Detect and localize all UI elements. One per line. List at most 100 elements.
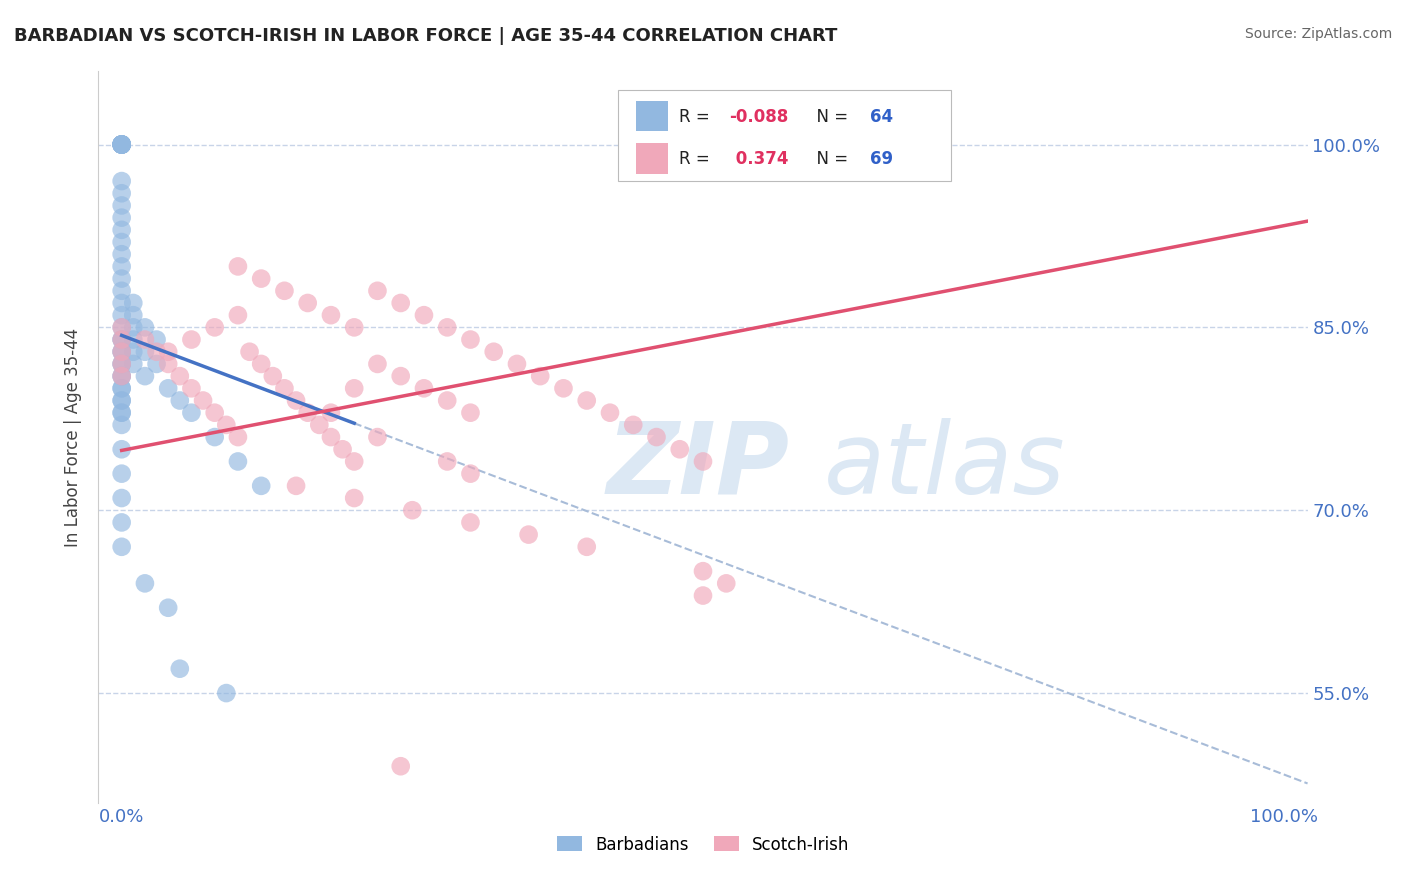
- Point: [111, 393, 134, 408]
- Point: [134, 320, 156, 334]
- Point: [413, 308, 436, 322]
- Point: [692, 589, 714, 603]
- Point: [145, 344, 167, 359]
- Point: [204, 406, 226, 420]
- Point: [226, 260, 249, 274]
- Point: [169, 662, 191, 676]
- Point: [157, 600, 180, 615]
- Point: [111, 308, 134, 322]
- Point: [332, 442, 354, 457]
- Point: [111, 137, 134, 152]
- Point: [180, 333, 202, 347]
- Text: -0.088: -0.088: [730, 108, 789, 126]
- Point: [389, 296, 412, 310]
- Point: [122, 357, 145, 371]
- Text: 0.374: 0.374: [730, 150, 789, 168]
- Point: [413, 381, 436, 395]
- Point: [180, 406, 202, 420]
- Point: [343, 491, 366, 505]
- Point: [506, 357, 529, 371]
- Point: [169, 393, 191, 408]
- Point: [145, 357, 167, 371]
- Point: [134, 333, 156, 347]
- Point: [111, 223, 134, 237]
- Point: [111, 137, 134, 152]
- Text: BARBADIAN VS SCOTCH-IRISH IN LABOR FORCE | AGE 35-44 CORRELATION CHART: BARBADIAN VS SCOTCH-IRISH IN LABOR FORCE…: [14, 27, 838, 45]
- Point: [215, 686, 238, 700]
- Point: [226, 430, 249, 444]
- Legend: Barbadians, Scotch-Irish: Barbadians, Scotch-Irish: [550, 829, 856, 860]
- Point: [366, 430, 388, 444]
- Point: [460, 406, 482, 420]
- Point: [285, 393, 308, 408]
- Text: 64: 64: [870, 108, 893, 126]
- Point: [239, 344, 262, 359]
- Point: [111, 369, 134, 384]
- Point: [262, 369, 284, 384]
- Point: [111, 137, 134, 152]
- Point: [529, 369, 551, 384]
- Point: [111, 381, 134, 395]
- Point: [111, 211, 134, 225]
- Point: [180, 381, 202, 395]
- Point: [111, 393, 134, 408]
- Point: [575, 393, 598, 408]
- Point: [134, 344, 156, 359]
- Text: atlas: atlas: [824, 417, 1066, 515]
- Point: [215, 417, 238, 432]
- Point: [319, 308, 342, 322]
- Point: [111, 137, 134, 152]
- Point: [366, 284, 388, 298]
- Point: [111, 198, 134, 212]
- Point: [250, 357, 273, 371]
- Point: [460, 467, 482, 481]
- Point: [389, 369, 412, 384]
- Text: N =: N =: [806, 108, 853, 126]
- Point: [297, 296, 319, 310]
- Point: [134, 369, 156, 384]
- Text: ZIP: ZIP: [606, 417, 789, 515]
- Point: [111, 137, 134, 152]
- Point: [297, 406, 319, 420]
- Point: [692, 454, 714, 468]
- Point: [716, 576, 738, 591]
- Point: [111, 247, 134, 261]
- Point: [111, 344, 134, 359]
- Point: [111, 186, 134, 201]
- Point: [460, 333, 482, 347]
- Point: [250, 479, 273, 493]
- Point: [366, 357, 388, 371]
- Point: [122, 308, 145, 322]
- Point: [122, 296, 145, 310]
- Point: [111, 333, 134, 347]
- Point: [111, 406, 134, 420]
- Text: R =: R =: [679, 150, 714, 168]
- Point: [111, 540, 134, 554]
- Point: [111, 137, 134, 152]
- Point: [111, 296, 134, 310]
- Point: [319, 406, 342, 420]
- FancyBboxPatch shape: [637, 101, 668, 131]
- Point: [482, 344, 505, 359]
- Point: [250, 271, 273, 285]
- Point: [692, 564, 714, 578]
- Point: [111, 357, 134, 371]
- Point: [111, 344, 134, 359]
- Point: [273, 381, 295, 395]
- FancyBboxPatch shape: [619, 90, 950, 181]
- FancyBboxPatch shape: [637, 143, 668, 174]
- Point: [111, 137, 134, 152]
- Point: [111, 333, 134, 347]
- Point: [157, 381, 180, 395]
- Point: [122, 344, 145, 359]
- Point: [319, 430, 342, 444]
- Point: [111, 417, 134, 432]
- Point: [621, 417, 644, 432]
- Point: [111, 260, 134, 274]
- Point: [517, 527, 540, 541]
- Point: [122, 320, 145, 334]
- Point: [285, 479, 308, 493]
- Point: [343, 381, 366, 395]
- Point: [111, 406, 134, 420]
- Text: 69: 69: [870, 150, 893, 168]
